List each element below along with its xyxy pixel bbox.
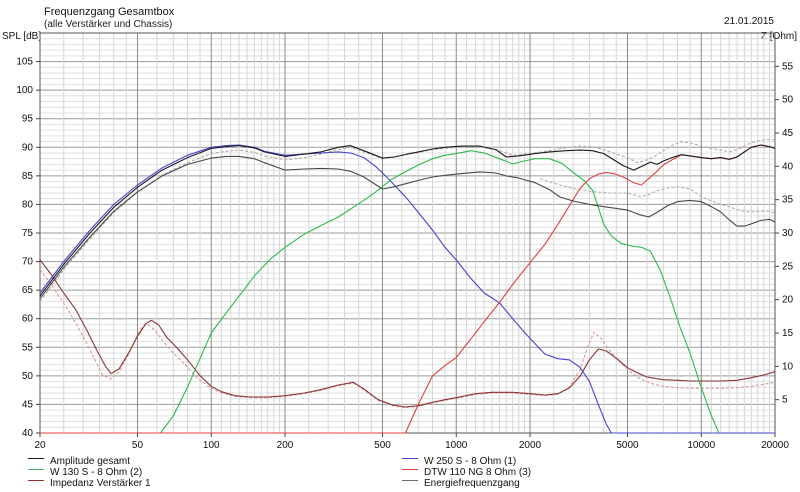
right-tick-label: 5 (782, 395, 788, 406)
left-tick-label: 80 (22, 199, 34, 210)
legend-item: Energiefrequenzgang (402, 478, 520, 489)
right-tick-label: 45 (782, 128, 794, 139)
right-axis-label: Z [Ohm] (760, 31, 797, 42)
left-tick-label: 60 (22, 314, 34, 325)
legend-item: W 250 S - 8 Ohm (1) (402, 456, 516, 467)
x-tick-label: 5000 (616, 440, 639, 451)
legend-line-swatch (28, 458, 44, 462)
left-tick-label: 85 (22, 171, 34, 182)
legend-item: Amplitude gesamt (28, 456, 130, 467)
x-tick-label: 1000 (445, 440, 468, 451)
right-tick-label: 55 (782, 61, 794, 72)
x-tick-label: 200 (277, 440, 294, 451)
x-tick-label: 500 (374, 440, 391, 451)
legend-label: DTW 110 NG 8 Ohm (3) (424, 467, 532, 478)
right-tick-label: 20 (782, 295, 794, 306)
page-subtitle: (alle Verstärker und Chassis) (44, 19, 173, 30)
left-tick-label: 90 (22, 142, 34, 153)
left-tick-label: 65 (22, 285, 34, 296)
date-label: 21.01.2015 (723, 16, 774, 27)
x-tick-label: 10000 (687, 440, 715, 451)
legend-line-swatch (402, 469, 418, 473)
legend-label: Energiefrequenzgang (424, 478, 520, 489)
legend-line-swatch (402, 480, 418, 484)
legend-item: W 130 S - 8 Ohm (2) (28, 467, 142, 478)
left-tick-label: 75 (22, 228, 34, 239)
left-tick-label: 45 (22, 399, 34, 410)
left-tick-label: 100 (16, 85, 33, 96)
x-tick-label: 2000 (519, 440, 542, 451)
legend-label: Impedanz Verstärker 1 (50, 478, 151, 489)
right-tick-label: 25 (782, 261, 794, 272)
series-w-130-s-8-ohm-2 (40, 150, 720, 434)
left-axis-label: SPL [dB] (2, 31, 42, 42)
x-tick-label: 100 (203, 440, 220, 451)
left-tick-label: 105 (16, 57, 33, 68)
legend-label: W 250 S - 8 Ohm (1) (424, 456, 517, 467)
legend-line-swatch (28, 480, 44, 484)
series-dtw-110-ng-8-ohm-3 (40, 144, 776, 434)
left-tick-label: 70 (22, 257, 34, 268)
x-tick-label: 20 (34, 440, 46, 451)
right-tick-label: 50 (782, 95, 794, 106)
series-previous-amplitude-dashed (39, 138, 776, 302)
legend-item: Impedanz Verstärker 1 (28, 478, 151, 489)
right-tick-label: 40 (782, 161, 794, 172)
series-w-250-s-8-ohm-1 (39, 144, 775, 434)
left-tick-label: 40 (22, 428, 34, 439)
left-tick-label: 50 (22, 371, 34, 382)
series-energiefrequenzgang (39, 155, 776, 300)
series-previous-energiefrequenzgang-dashed (539, 178, 776, 214)
legend-label: W 130 S - 8 Ohm (2) (50, 467, 143, 478)
left-tick-label: 55 (22, 342, 34, 353)
legend-line-swatch (402, 458, 418, 462)
x-tick-label: 50 (132, 440, 144, 451)
left-tick-label: 95 (22, 114, 34, 125)
legend-line-swatch (28, 469, 44, 473)
x-tick-label: 20000 (761, 440, 789, 451)
right-tick-label: 15 (782, 328, 794, 339)
legend-item: DTW 110 NG 8 Ohm (3) (402, 467, 531, 478)
page-title: Frequenzgang Gesamtbox (44, 6, 175, 18)
series-impedanz-verst-rker-1 (39, 259, 776, 408)
legend-label: Amplitude gesamt (50, 456, 131, 467)
right-tick-label: 10 (782, 361, 794, 372)
series-previous-impedanz-dashed (39, 269, 776, 409)
series-amplitude-gesamt (39, 144, 776, 297)
right-tick-label: 35 (782, 195, 794, 206)
right-tick-label: 30 (782, 228, 794, 239)
